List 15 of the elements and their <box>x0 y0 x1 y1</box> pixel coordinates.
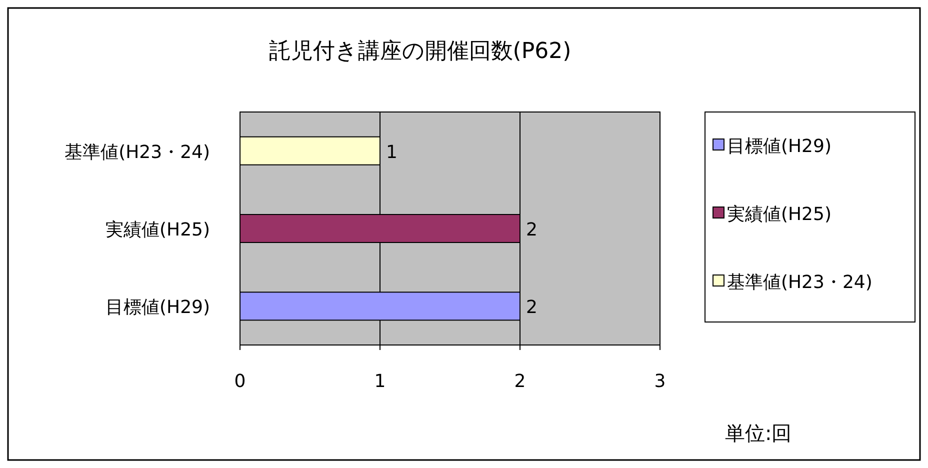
data-label: 2 <box>526 220 538 240</box>
x-tick-label: 1 <box>374 371 386 392</box>
y-tick-label: 実績値(H25) <box>106 220 210 240</box>
data-label: 2 <box>526 297 538 318</box>
chart-title: 託児付き講座の開催回数(P62) <box>268 39 572 64</box>
x-tick-label: 2 <box>514 371 526 392</box>
data-label: 1 <box>386 142 398 163</box>
x-tick-label: 0 <box>234 371 246 392</box>
x-tick-label: 3 <box>654 371 666 392</box>
y-tick-label: 目標値(H29) <box>106 297 210 318</box>
legend-item: 基準値(H23・24) <box>712 272 872 293</box>
legend-item: 実績値(H25) <box>712 204 832 225</box>
text: 単位:回 <box>725 421 792 445</box>
legend-item: 目標値(H29) <box>712 136 832 157</box>
y-tick-label: 基準値(H23・24) <box>64 142 210 163</box>
